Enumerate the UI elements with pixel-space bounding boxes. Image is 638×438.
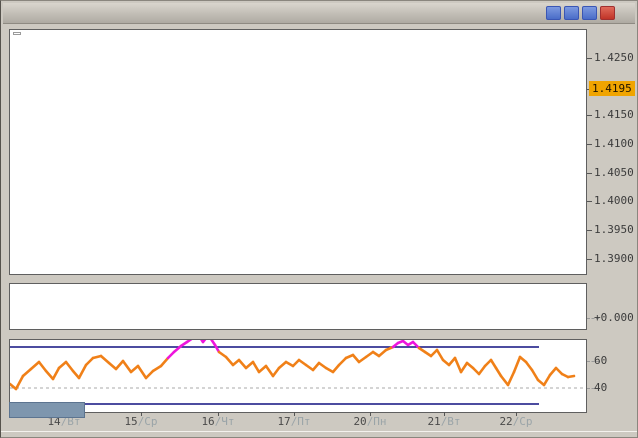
macd-chart: [10, 284, 586, 329]
axis-label: 40: [594, 381, 608, 394]
price-tick: [587, 259, 592, 260]
price-tick: [587, 201, 592, 202]
date-tick: [444, 412, 445, 416]
axis-dash-connector: [587, 388, 599, 389]
current-price-label: 1.4195: [589, 81, 635, 96]
axis-dash-connector: [587, 318, 599, 319]
date-label: 14/Вт: [47, 415, 81, 428]
price-tick: [587, 58, 592, 59]
date-tick: [370, 412, 371, 416]
axis-label: 1.4050: [594, 166, 634, 179]
rsi-panel[interactable]: [9, 339, 587, 413]
price-tick: [587, 144, 592, 145]
date-tick: [141, 412, 142, 416]
axis-dash-connector: [587, 361, 599, 362]
axis-label: 1.4150: [594, 108, 634, 121]
axis-label: 1.4100: [594, 137, 634, 150]
price-tick: [587, 230, 592, 231]
date-label: 22/Ср: [499, 415, 533, 428]
date-tick: [218, 412, 219, 416]
maximize-button[interactable]: [582, 6, 597, 20]
axis-label: 1.3900: [594, 252, 634, 265]
price-chart: [10, 30, 586, 274]
pause-button[interactable]: [546, 6, 561, 20]
close-button[interactable]: [600, 6, 615, 20]
axis-label: 1.4250: [594, 51, 634, 64]
window-titlebar[interactable]: [3, 3, 635, 24]
date-label: 16/Чт: [201, 415, 235, 428]
sma-legend: [13, 32, 21, 35]
axis-label: 1.3950: [594, 223, 634, 236]
price-chart-panel[interactable]: [9, 29, 587, 275]
macd-panel[interactable]: [9, 283, 587, 330]
axis-label: 60: [594, 354, 608, 367]
axis-label: 1.4000: [594, 194, 634, 207]
date-tick: [516, 412, 517, 416]
date-label: 21/Вт: [427, 415, 461, 428]
bottom-frame: [1, 431, 637, 437]
date-label: 17/Пт: [277, 415, 311, 428]
minimize-button[interactable]: [564, 6, 579, 20]
rsi-chart: [10, 340, 586, 405]
date-tick: [294, 412, 295, 416]
date-label: 15/Ср: [124, 415, 158, 428]
price-tick: [587, 115, 592, 116]
month-label: [9, 402, 85, 418]
date-label: 20/Пн: [353, 415, 387, 428]
price-tick: [587, 173, 592, 174]
window-buttons: [546, 6, 615, 20]
axis-label: +0.000: [594, 311, 634, 324]
